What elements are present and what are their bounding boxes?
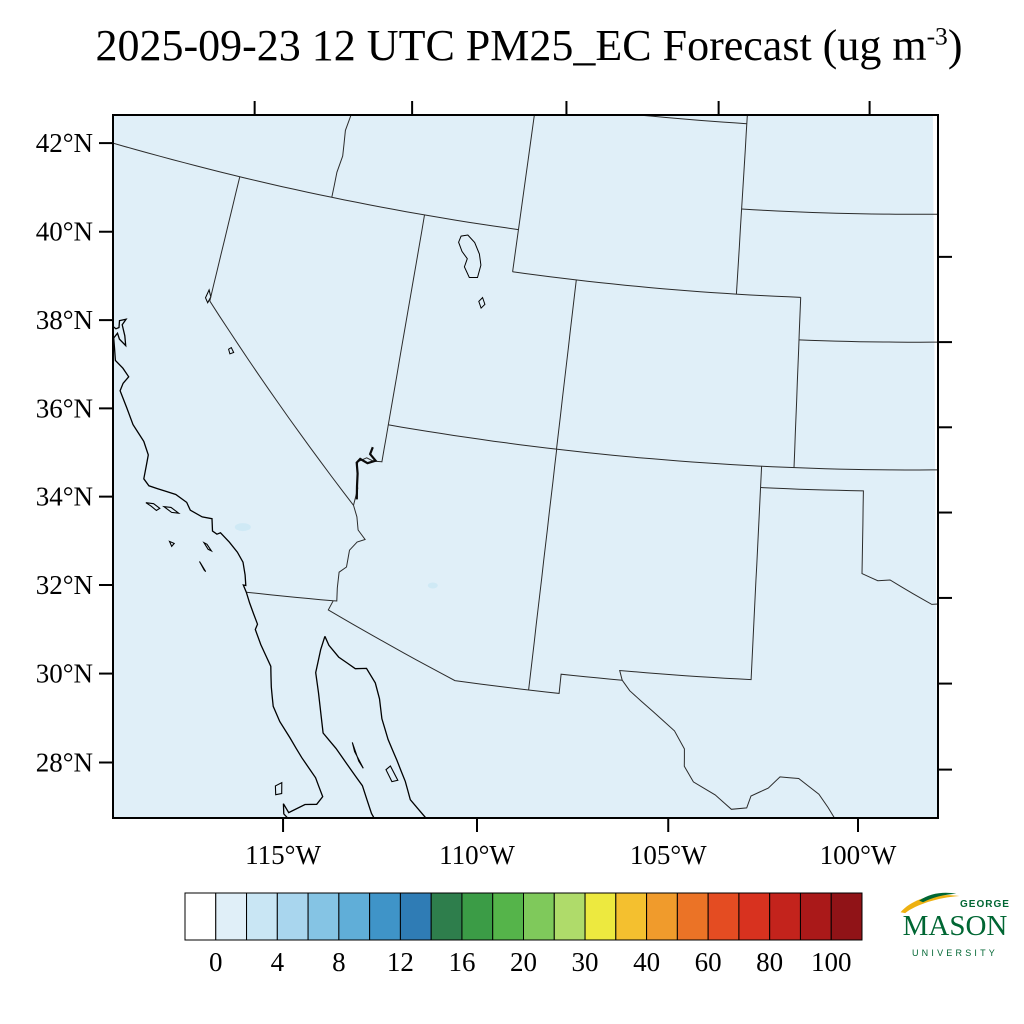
lat-label: 32°N xyxy=(36,570,93,600)
state-border xyxy=(528,449,558,691)
colorbar-cell xyxy=(769,892,801,941)
colorbar-cell xyxy=(523,892,555,941)
island-outline xyxy=(274,781,283,796)
lon-label: 100°W xyxy=(820,840,897,870)
colorbar-cell xyxy=(461,892,494,941)
colorbar-tick-label: 100 xyxy=(811,947,852,977)
colorbar-tick-label: 12 xyxy=(387,947,414,977)
lake-outline xyxy=(228,346,235,355)
gmu-logo: GEORGE MASON UNIVERSITY xyxy=(897,886,1013,978)
figure-title: 2025-09-23 12 UTC PM25_EC Forecast (ug m… xyxy=(34,20,1024,71)
colorbar-cell xyxy=(707,892,740,941)
state-border xyxy=(798,339,938,343)
lake-outline xyxy=(204,288,212,304)
colorbar-cell xyxy=(338,892,371,941)
coastline xyxy=(324,636,428,818)
map-layers xyxy=(113,115,938,818)
colorbar-cell xyxy=(246,892,278,941)
logo-mason-text: MASON xyxy=(902,910,1008,942)
colorbar-cell xyxy=(399,892,432,941)
lake-mead-river xyxy=(355,446,378,500)
colorbar-cell xyxy=(646,892,678,941)
title-superscript: -3 xyxy=(926,21,948,51)
logo-george-text: GEORGE xyxy=(960,899,1010,910)
colorbar-tick-label: 0 xyxy=(209,947,223,977)
colorbar-cell xyxy=(676,892,709,941)
lat-label: 30°N xyxy=(36,659,93,689)
lake-outline xyxy=(458,234,482,278)
colorbar-cell xyxy=(307,892,340,941)
colorbar-tick-label: 40 xyxy=(633,947,660,977)
colorbar-cell xyxy=(369,892,401,941)
state-border xyxy=(760,487,938,605)
pm25-patch xyxy=(427,582,438,589)
island-outline xyxy=(161,505,181,514)
island-outline xyxy=(168,540,176,548)
lat-label: 40°N xyxy=(36,217,93,247)
state-border xyxy=(512,271,801,298)
island-outline xyxy=(145,502,161,512)
island-outline xyxy=(351,742,364,769)
logo-swoosh-icon xyxy=(900,892,960,914)
state-border xyxy=(556,279,577,450)
title-text: 2025-09-23 12 UTC PM25_EC Forecast (ug m xyxy=(95,21,927,70)
lon-label: 105°W xyxy=(630,840,707,870)
lon-label: 115°W xyxy=(245,840,321,870)
lat-label: 28°N xyxy=(36,747,93,777)
colorbar-tick-label: 60 xyxy=(695,947,722,977)
coastline xyxy=(315,636,375,818)
lat-label: 38°N xyxy=(36,305,93,335)
colorbar-tick-label: 30 xyxy=(572,947,599,977)
colorbar-cell xyxy=(492,892,525,941)
island-outline xyxy=(385,765,399,783)
colorbar-tick-label: 80 xyxy=(756,947,783,977)
colorbar-tick-label: 4 xyxy=(271,947,285,977)
state-border xyxy=(331,115,352,198)
map-frame xyxy=(112,114,939,819)
colorbar-cell xyxy=(615,892,648,941)
title-suffix: ) xyxy=(947,21,963,70)
coastline xyxy=(113,318,324,818)
lat-label: 34°N xyxy=(36,482,93,512)
colorbar-cell xyxy=(276,892,309,941)
colorbar-cell xyxy=(799,892,832,941)
state-border xyxy=(113,142,519,231)
pm25-patch xyxy=(234,523,251,532)
state-border xyxy=(333,424,389,602)
colorbar-cell xyxy=(184,892,217,941)
lat-label: 42°N xyxy=(36,128,93,158)
state-border xyxy=(387,214,425,425)
state-border xyxy=(512,115,535,272)
colorbar-tick-label: 20 xyxy=(510,947,537,977)
state-border xyxy=(793,297,802,468)
lat-label: 36°N xyxy=(36,393,93,423)
state-border xyxy=(388,424,938,471)
colorbar-cell xyxy=(738,892,771,941)
state-border xyxy=(246,591,334,602)
colorbar-cell xyxy=(430,892,463,941)
state-border xyxy=(327,600,623,694)
island-outline xyxy=(199,561,207,572)
state-border xyxy=(735,115,748,295)
state-border xyxy=(619,466,763,681)
state-border xyxy=(621,679,836,818)
colorbar-tick-label: 16 xyxy=(448,947,475,977)
pm25-field-fill xyxy=(113,115,938,818)
colorbar-cell xyxy=(215,892,248,941)
island-outline xyxy=(202,541,213,553)
lon-label: 110°W xyxy=(439,840,515,870)
state-border xyxy=(209,176,354,506)
colorbar-cell xyxy=(830,892,863,941)
logo-university-text: UNIVERSITY xyxy=(911,948,998,958)
state-border xyxy=(741,208,938,215)
colorbar-cell xyxy=(553,892,586,941)
colorbar-tick-label: 8 xyxy=(332,947,346,977)
colorbar-cell xyxy=(584,892,617,941)
lake-outline xyxy=(478,296,486,310)
